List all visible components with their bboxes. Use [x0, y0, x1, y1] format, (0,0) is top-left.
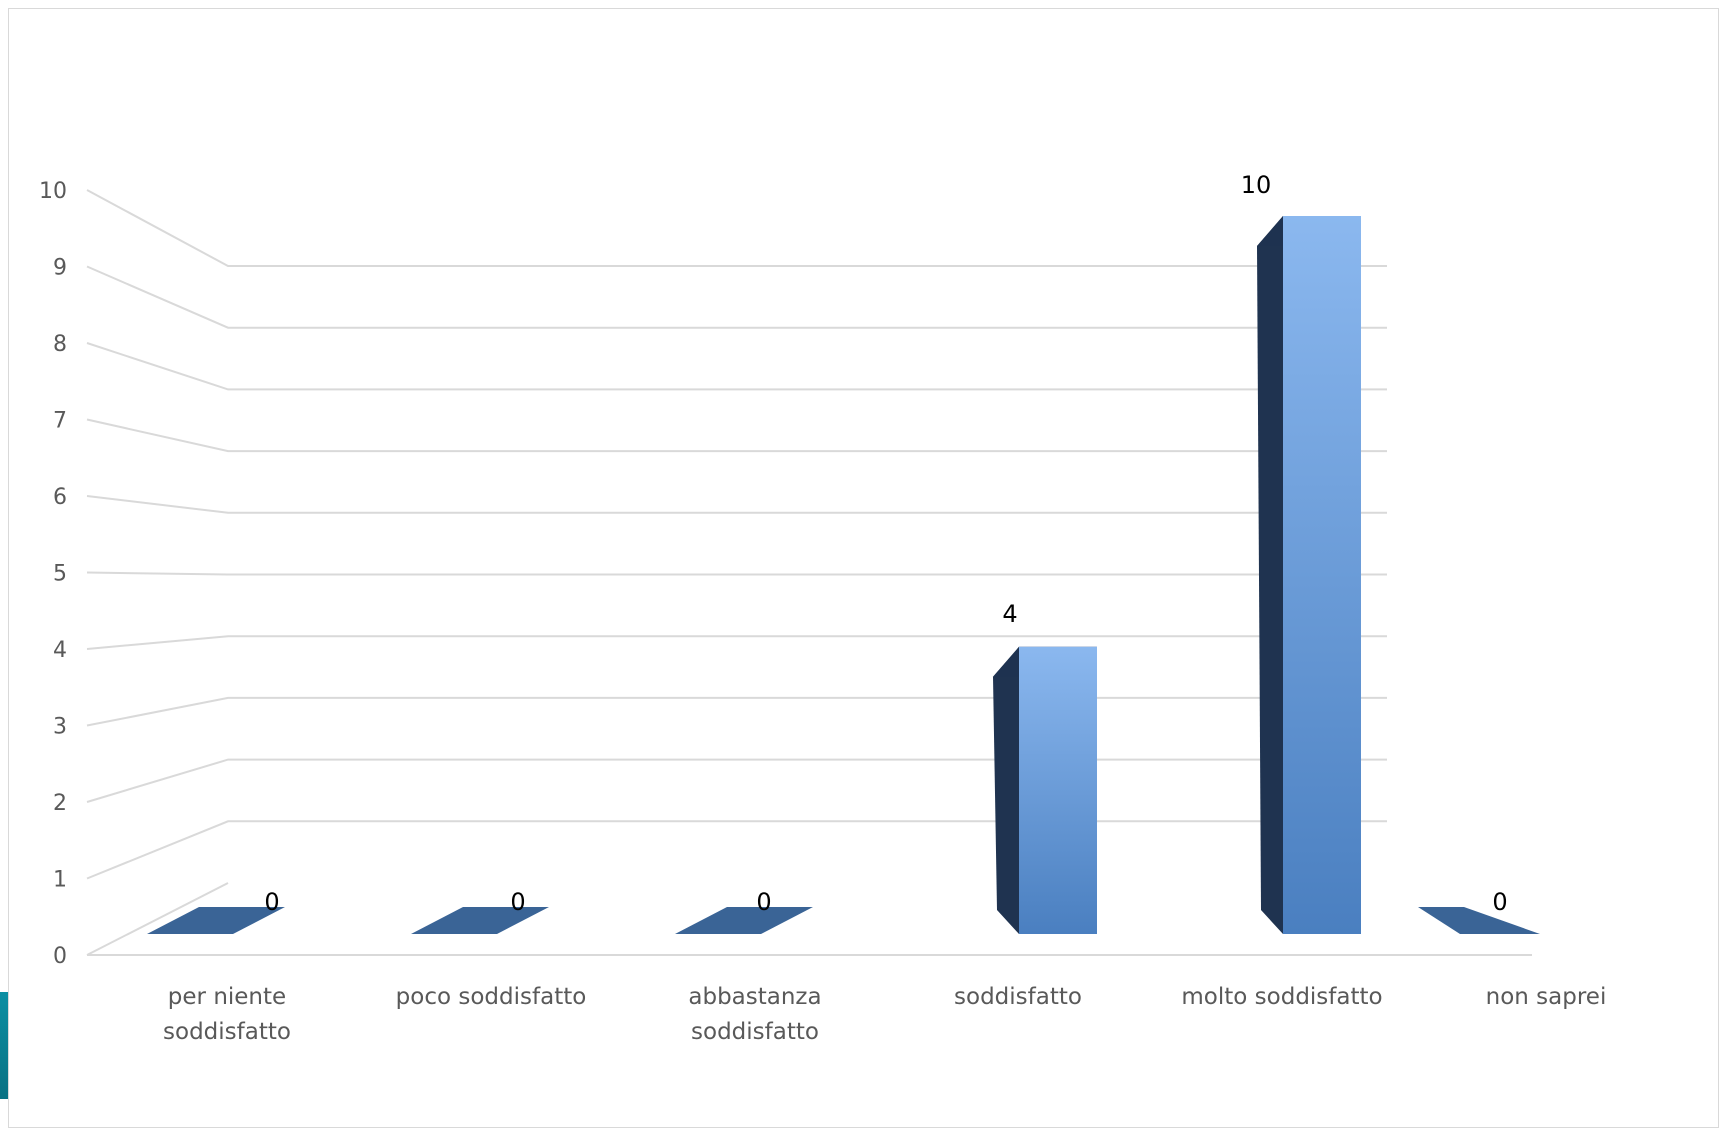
y-tick-label: 8 — [53, 332, 67, 357]
bar-2 — [675, 907, 813, 934]
gridline — [86, 571, 1387, 576]
data-label: 10 — [1241, 171, 1272, 199]
slide-accent-bar — [0, 992, 8, 1099]
y-tick-label: 3 — [53, 715, 67, 740]
x-category-label: abbastanza — [688, 984, 821, 1010]
data-label: 0 — [756, 888, 771, 916]
bar-chart: 0 1 2 3 4 5 6 7 8 9 10 0 0 0 4 10 0 per niente soddisfat… — [39, 171, 1606, 1045]
gridline — [86, 265, 1387, 329]
x-category-label: molto soddisfatto — [1181, 984, 1382, 1010]
bar-front — [1019, 646, 1097, 934]
x-category-label: soddisfatto — [954, 984, 1082, 1010]
gridline — [86, 418, 1387, 453]
y-tick-label: 0 — [53, 944, 67, 969]
floor-edge — [86, 882, 229, 956]
bar-3 — [993, 646, 1097, 934]
bar-footprint — [147, 907, 285, 934]
data-label: 0 — [264, 888, 279, 916]
y-tick-label: 10 — [39, 179, 67, 204]
y-tick-label: 9 — [53, 256, 67, 281]
bar-footprint — [411, 907, 549, 934]
x-category-label: per niente — [168, 984, 286, 1010]
data-label: 0 — [510, 888, 525, 916]
bar-4 — [1257, 216, 1361, 934]
x-category-label: poco soddisfatto — [396, 984, 587, 1010]
y-tick-label: 7 — [53, 409, 67, 434]
y-axis-ticks: 0 1 2 3 4 5 6 7 8 9 10 — [39, 179, 67, 969]
x-category-label: soddisfatto — [163, 1019, 291, 1045]
bars — [147, 216, 1540, 934]
y-tick-label: 5 — [53, 562, 67, 587]
x-category-label: non saprei — [1486, 984, 1607, 1010]
gridline — [86, 820, 1387, 880]
data-label: 4 — [1002, 600, 1017, 628]
bar-footprint — [1418, 907, 1540, 934]
bar-footprint — [675, 907, 813, 934]
y-tick-label: 4 — [53, 638, 67, 663]
y-tick-label: 2 — [53, 791, 67, 816]
y-tick-label: 1 — [53, 868, 67, 893]
gridline — [86, 635, 1387, 650]
gridline — [86, 342, 1387, 391]
gridline — [86, 495, 1387, 514]
bar-1 — [411, 907, 549, 934]
data-label: 0 — [1492, 888, 1507, 916]
bar-0 — [147, 907, 285, 934]
chart-frame — [8, 8, 1719, 1128]
gridline — [86, 189, 1387, 267]
y-tick-label: 6 — [53, 485, 67, 510]
x-axis-categories: per niente soddisfatto poco soddisfatto abb… — [163, 984, 1606, 1045]
bar-side — [1257, 216, 1283, 934]
bar-front — [1283, 216, 1361, 934]
bar-side — [993, 646, 1019, 934]
x-category-label: soddisfatto — [691, 1019, 819, 1045]
gridline — [86, 758, 1387, 803]
data-labels: 0 0 0 4 10 0 — [264, 171, 1507, 916]
gridline — [86, 696, 1387, 727]
bar-5 — [1418, 907, 1540, 934]
